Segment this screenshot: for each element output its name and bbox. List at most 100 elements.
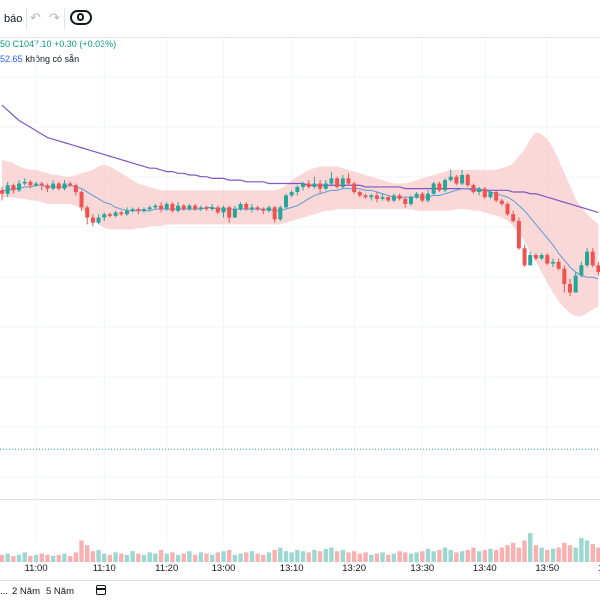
candle-body	[51, 183, 56, 189]
time-axis-label: 13:50	[535, 563, 559, 574]
bar-replay-icon[interactable]	[70, 10, 92, 25]
volume-bar	[579, 538, 584, 562]
pane-divider	[0, 499, 600, 500]
volume-bar	[391, 553, 397, 562]
candle-body	[22, 181, 27, 184]
bottom-range-bar: ... 2 Năm 5 Năm	[0, 580, 600, 601]
slow-moving-average-line	[1, 104, 599, 214]
candle-body	[176, 205, 181, 211]
candle-body	[522, 248, 527, 266]
candle-body	[227, 207, 232, 218]
volume-bar	[227, 550, 232, 562]
candle-body	[102, 214, 107, 218]
price-chart[interactable]: 11:00 11:10 11:20 13:00 13:10 13:20 13:30 13:40…	[0, 37, 600, 580]
volume-bar	[39, 553, 44, 562]
volume-bar	[454, 552, 459, 562]
candle-body	[329, 178, 334, 184]
volume-bar	[482, 550, 487, 562]
candle-body	[488, 192, 493, 198]
volume-bar	[351, 551, 357, 562]
volume-bar	[85, 545, 90, 562]
candle-body	[62, 183, 67, 189]
volume-bar	[28, 556, 33, 562]
candle-body	[346, 178, 351, 184]
candle-body	[471, 185, 476, 193]
volume-bar	[22, 552, 27, 562]
candle-body	[136, 209, 141, 211]
volume-bar	[414, 552, 419, 562]
volume-bar	[340, 550, 345, 562]
volume-bar	[312, 550, 317, 562]
volume-bar	[164, 553, 169, 562]
candle-body	[539, 255, 544, 259]
candle-body	[590, 251, 595, 266]
range-partial[interactable]: ...	[0, 586, 8, 597]
volume-bar	[192, 554, 198, 562]
volume-bar	[209, 554, 215, 562]
candle-body	[414, 193, 419, 198]
candle-body	[369, 195, 374, 198]
candle-body	[562, 268, 567, 285]
candle-body	[113, 212, 118, 216]
redo-icon[interactable]: ↷	[49, 10, 60, 25]
candle-body	[255, 207, 260, 210]
volume-bar	[323, 548, 328, 562]
range-2y-button[interactable]: 2 Năm	[12, 586, 40, 597]
volume-bar	[374, 553, 380, 562]
volume-bar	[5, 553, 10, 562]
volume-bar	[533, 545, 539, 562]
candle-body	[11, 185, 16, 191]
candle-body	[596, 265, 600, 273]
volume-bar	[442, 547, 448, 562]
candle-body	[312, 183, 317, 187]
volume-bar	[567, 545, 573, 562]
time-axis-label: 13:40	[473, 563, 497, 574]
volume-bar	[158, 550, 164, 562]
candle-body	[45, 185, 50, 189]
volume-bar	[147, 552, 152, 562]
candle-body	[545, 255, 550, 264]
volume-bar	[272, 550, 277, 562]
candle-body	[266, 207, 271, 211]
candle-body	[181, 205, 186, 210]
undo-icon[interactable]: ↶	[30, 10, 41, 25]
candle-body	[482, 188, 487, 198]
candle-body	[204, 207, 209, 210]
candle-body	[210, 207, 215, 210]
volume-bar	[215, 552, 221, 562]
candle-body	[221, 207, 226, 213]
alert-button-label[interactable]: báo	[4, 13, 23, 25]
volume-bar	[181, 553, 186, 562]
candle-body	[90, 217, 95, 223]
candle-body	[147, 207, 152, 210]
volume-bar	[232, 554, 238, 562]
candle-body	[249, 207, 254, 210]
range-5y-button[interactable]: 5 Năm	[46, 586, 74, 597]
candle-body	[28, 181, 33, 186]
volume-bar	[255, 553, 260, 562]
candle-body	[499, 200, 504, 204]
candle-body	[170, 203, 175, 211]
volume-bar	[50, 556, 56, 562]
volume-bar	[505, 545, 510, 562]
volume-bar	[317, 551, 323, 562]
calendar-range-icon[interactable]	[96, 585, 106, 595]
candle-body	[124, 210, 129, 215]
candle-body	[573, 275, 578, 293]
toolbar-divider	[64, 8, 65, 30]
candle-body	[340, 178, 345, 187]
volume-bar	[102, 553, 107, 562]
volume-bar	[448, 550, 453, 562]
volume-bar	[488, 548, 493, 562]
candle-body	[5, 185, 10, 194]
volume-bar	[528, 533, 533, 562]
candle-body	[505, 203, 510, 215]
volume-bar	[300, 551, 306, 562]
volume-bar	[113, 552, 118, 562]
candle-body	[460, 175, 465, 184]
volume-bar	[16, 554, 22, 562]
volume-bar	[437, 550, 442, 562]
candle-body	[465, 175, 470, 186]
candle-body	[363, 195, 368, 198]
candle-body	[556, 261, 561, 269]
